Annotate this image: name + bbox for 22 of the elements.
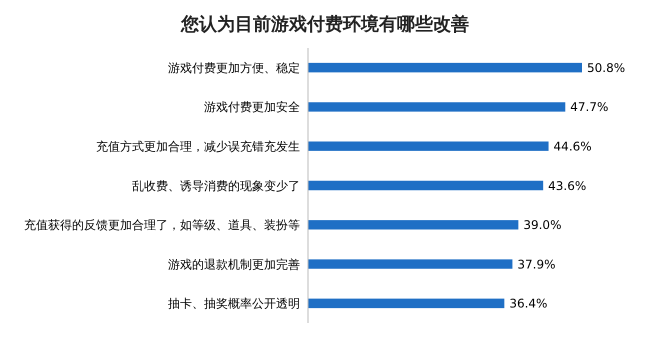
data-label: 37.9%: [517, 257, 556, 272]
y-tick-label: 游戏付费更加安全: [204, 100, 300, 114]
data-label: 36.4%: [509, 296, 548, 311]
bar: [308, 142, 549, 151]
bar: [308, 102, 566, 112]
y-tick-label: 充值获得的反馈更加合理了，如等级、道具、装扮等: [24, 218, 300, 232]
y-tick-label: 乱收费、诱导消费的现象变少了: [132, 178, 300, 193]
data-label: 43.6%: [548, 178, 586, 193]
bar: [308, 180, 544, 190]
y-tick-label: 游戏付费更加方便、稳定: [168, 60, 300, 75]
data-label: 44.6%: [554, 139, 592, 154]
data-label: 39.0%: [523, 218, 562, 232]
bar: [308, 220, 518, 230]
bar: [308, 259, 512, 269]
data-label: 50.8%: [587, 60, 626, 75]
bar: [308, 298, 504, 308]
y-tick-label: 抽卡、抽奖概率公开透明: [168, 296, 300, 311]
y-tick-label: 充值方式更加合理，减少误充错充发生: [96, 139, 300, 154]
chart-title: 您认为目前游戏付费环境有哪些改善: [180, 13, 470, 37]
data-label: 47.7%: [570, 100, 608, 114]
y-tick-label: 游戏的退款机制更加完善: [168, 257, 300, 272]
bar: [308, 62, 582, 72]
